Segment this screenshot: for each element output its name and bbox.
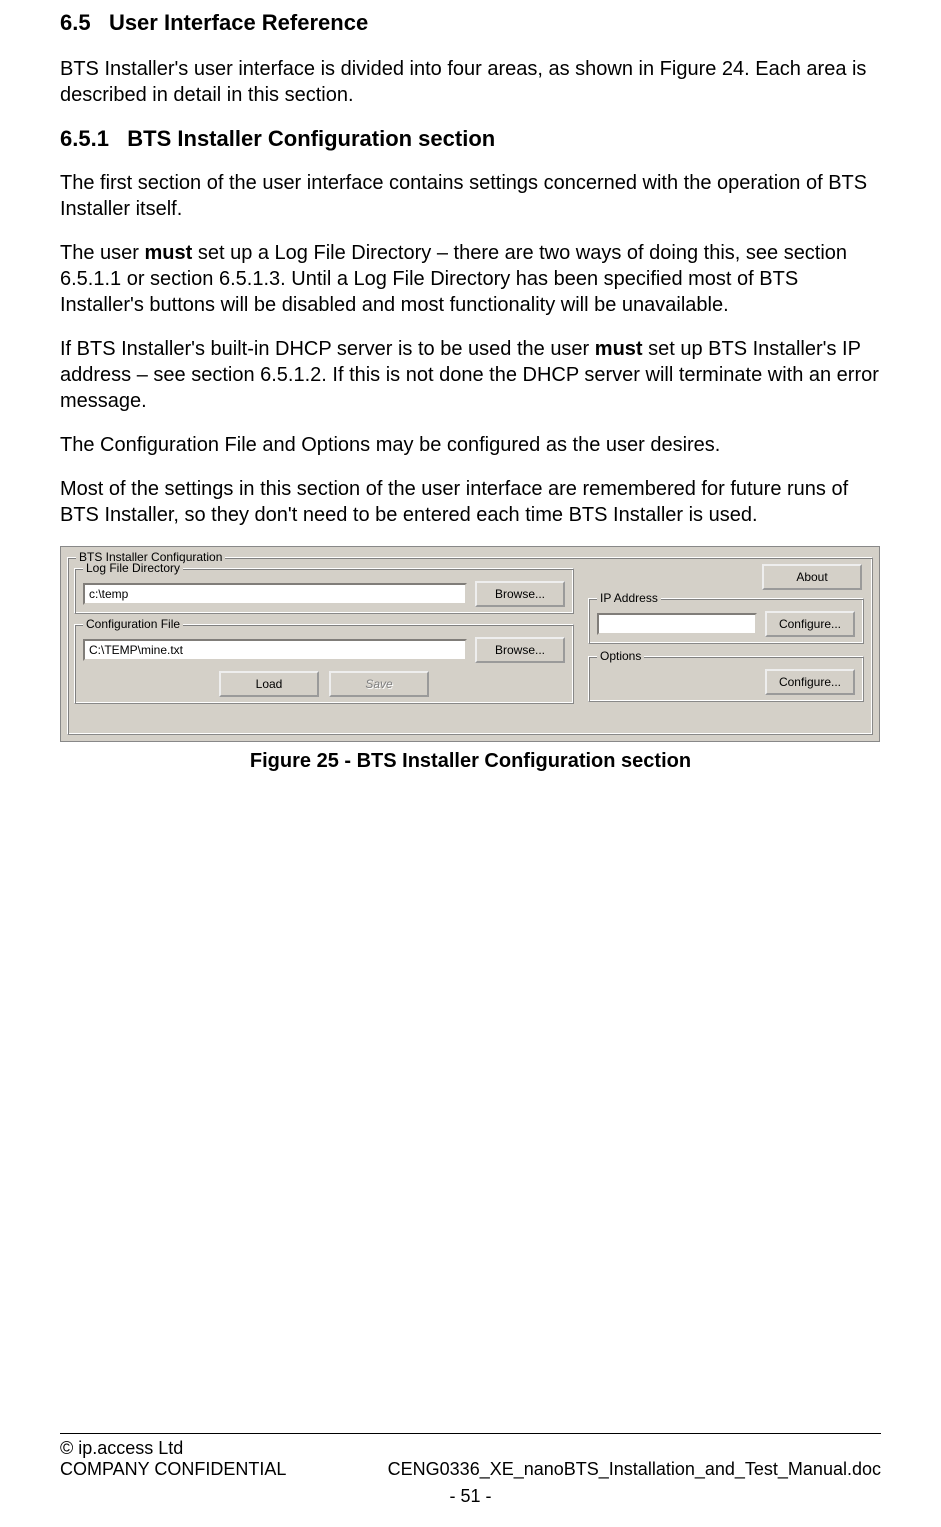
configuration-file-browse-button[interactable]: Browse...: [475, 637, 565, 663]
log-file-directory-legend: Log File Directory: [83, 561, 183, 575]
ip-address-legend: IP Address: [597, 591, 661, 605]
paragraph: If BTS Installer's built-in DHCP server …: [60, 336, 881, 414]
footer-confidential: COMPANY CONFIDENTIAL: [60, 1459, 286, 1480]
bts-installer-config-panel: BTS Installer Configuration Log File Dir…: [60, 546, 880, 742]
paragraph: The user must set up a Log File Director…: [60, 240, 881, 318]
ip-address-input[interactable]: [597, 613, 757, 635]
heading-number: 6.5.1: [60, 126, 109, 151]
heading-text: User Interface Reference: [109, 10, 368, 35]
figure-caption: Figure 25 - BTS Installer Configuration …: [60, 750, 881, 773]
paragraph: The first section of the user interface …: [60, 170, 881, 222]
save-button[interactable]: Save: [329, 671, 429, 697]
section-heading-6-5: 6.5 User Interface Reference: [60, 10, 881, 36]
page-footer: © ip.access Ltd COMPANY CONFIDENTIAL CEN…: [60, 1433, 881, 1507]
ip-address-configure-button[interactable]: Configure...: [765, 611, 855, 637]
about-button[interactable]: About: [762, 564, 862, 590]
log-file-browse-button[interactable]: Browse...: [475, 581, 565, 607]
paragraph: The Configuration File and Options may b…: [60, 432, 881, 458]
main-groupbox: BTS Installer Configuration Log File Dir…: [67, 557, 873, 735]
configuration-file-legend: Configuration File: [83, 617, 183, 631]
heading-text: BTS Installer Configuration section: [127, 126, 495, 151]
log-file-directory-groupbox: Log File Directory c:\temp Browse...: [74, 568, 574, 614]
configuration-file-input[interactable]: C:\TEMP\mine.txt: [83, 639, 467, 661]
load-button[interactable]: Load: [219, 671, 319, 697]
options-configure-button[interactable]: Configure...: [765, 669, 855, 695]
configuration-file-groupbox: Configuration File C:\TEMP\mine.txt Brow…: [74, 624, 574, 704]
options-legend: Options: [597, 649, 644, 663]
section-heading-6-5-1: 6.5.1 BTS Installer Configuration sectio…: [60, 126, 881, 152]
footer-copyright: © ip.access Ltd: [60, 1438, 881, 1459]
paragraph: BTS Installer's user interface is divide…: [60, 56, 881, 108]
footer-page-number: - 51 -: [60, 1486, 881, 1507]
footer-docname: CENG0336_XE_nanoBTS_Installation_and_Tes…: [388, 1459, 881, 1480]
heading-number: 6.5: [60, 10, 91, 35]
ip-address-groupbox: IP Address Configure...: [588, 598, 864, 644]
paragraph: Most of the settings in this section of …: [60, 476, 881, 528]
options-groupbox: Options Configure...: [588, 656, 864, 702]
log-file-directory-input[interactable]: c:\temp: [83, 583, 467, 605]
